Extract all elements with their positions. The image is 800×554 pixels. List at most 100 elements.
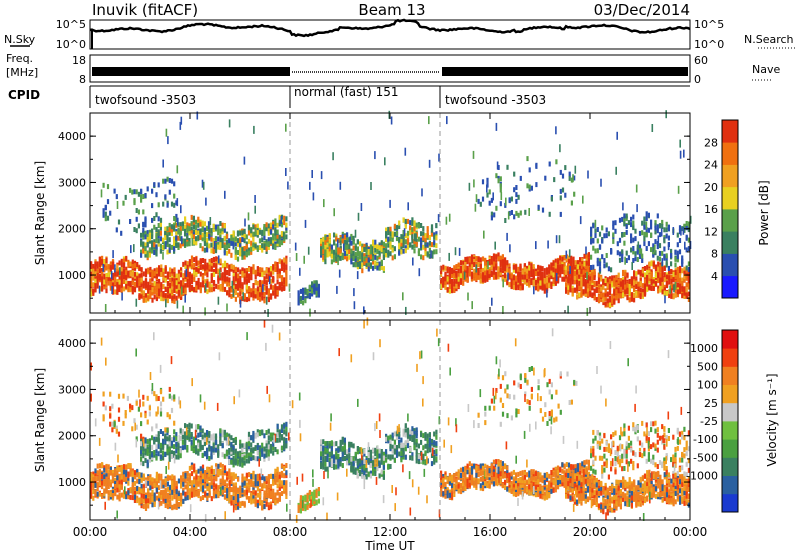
heatmap-cell (140, 472, 143, 478)
heatmap-cell (668, 293, 671, 299)
heatmap-cell (612, 224, 615, 230)
heatmap-cell (486, 177, 489, 183)
heatmap-cell (365, 261, 368, 267)
heatmap-cell (188, 261, 191, 267)
heatmap-cell (559, 264, 562, 270)
heatmap-cell (556, 259, 560, 265)
heatmap-cell (490, 256, 493, 261)
heatmap-cell (221, 276, 224, 282)
heatmap-cell (129, 271, 132, 277)
heatmap-cell (663, 290, 666, 296)
heatmap-cell (633, 277, 636, 283)
heatmap-cell (486, 184, 488, 193)
heatmap-cell (203, 230, 206, 236)
heatmap-cell (136, 262, 139, 267)
heatmap-cell (259, 291, 262, 297)
heatmap-cell (371, 246, 374, 255)
heatmap-cell (424, 243, 427, 249)
heatmap-cell (107, 472, 110, 478)
heatmap-cell (490, 270, 493, 276)
heatmap-cell (597, 298, 601, 304)
heatmap-cell (302, 300, 305, 306)
heatmap-cell (261, 229, 264, 235)
heatmap-cell (90, 261, 93, 267)
heatmap-cell (596, 248, 599, 254)
heatmap-cell (201, 479, 205, 485)
heatmap-cell (324, 259, 327, 265)
heatmap-cell (433, 240, 436, 246)
heatmap-cell (466, 277, 469, 283)
heatmap-cell (528, 270, 531, 276)
heatmap-cell (573, 191, 576, 197)
heatmap-cell (492, 274, 496, 280)
heatmap-cell (109, 281, 112, 287)
heatmap-cell (548, 277, 551, 283)
heatmap-cell (274, 284, 277, 290)
heatmap-cell (559, 188, 562, 194)
heatmap-cell (517, 212, 520, 218)
heatmap-cell (223, 486, 227, 492)
heatmap-cell (356, 256, 359, 262)
heatmap-cell (92, 275, 95, 281)
heatmap-cell (92, 495, 95, 501)
heatmap-cell (135, 298, 138, 307)
heatmap-cell (324, 235, 327, 241)
heatmap-cell (643, 221, 646, 227)
heatmap-cell (550, 266, 553, 272)
heatmap-cell (343, 234, 346, 240)
heatmap-cell (413, 239, 416, 245)
heatmap-cell (144, 249, 147, 255)
heatmap-cell (605, 253, 608, 258)
heatmap-cell (324, 253, 327, 259)
heatmap-cell (217, 241, 220, 247)
colorbar-segment (722, 186, 738, 210)
heatmap-cell (109, 277, 112, 283)
heatmap-cell (173, 241, 176, 246)
heatmap-cell (261, 247, 264, 253)
heatmap-cell (554, 268, 557, 274)
heatmap-cell (223, 267, 227, 273)
heatmap-cell (622, 292, 625, 298)
heatmap-cell (217, 463, 220, 469)
heatmap-cell (488, 189, 491, 195)
colorbar-tick-label: 20 (704, 181, 718, 194)
heatmap-cell (656, 255, 659, 261)
heatmap-cell (228, 271, 231, 277)
heatmap-cell (330, 244, 333, 250)
heatmap-cell (635, 284, 638, 290)
heatmap-cell (201, 258, 205, 263)
heatmap-cell (679, 150, 682, 159)
heatmap-cell (94, 482, 97, 488)
heatmap-cell (543, 273, 546, 278)
heatmap-cell (269, 238, 273, 244)
heatmap-cell (239, 275, 242, 281)
heatmap-cell (96, 463, 99, 469)
heatmap-cell (283, 215, 286, 221)
heatmap-cell (120, 258, 123, 264)
heatmap-cell (406, 239, 410, 245)
heatmap-cell (643, 290, 647, 296)
y-tick-label: 4000 (58, 130, 86, 143)
heatmap-cell (221, 222, 224, 228)
heatmap-cell (164, 293, 167, 299)
heatmap-cell (490, 197, 493, 203)
heatmap-cell (387, 226, 390, 232)
heatmap-cell (159, 225, 162, 231)
heatmap-cell (101, 285, 104, 291)
heatmap-cell (623, 221, 626, 227)
heatmap-cell (615, 282, 618, 288)
heatmap-cell (595, 288, 598, 293)
heatmap-cell (92, 264, 95, 269)
heatmap-cell (90, 271, 93, 277)
heatmap-cell (250, 271, 253, 277)
heatmap-cell (236, 241, 240, 247)
heatmap-cell (160, 271, 163, 277)
heatmap-cell (367, 260, 370, 266)
heatmap-cell (245, 252, 248, 258)
heatmap-cell (195, 230, 198, 235)
heatmap-cell (102, 182, 105, 188)
heatmap-cell (339, 255, 342, 261)
heatmap-cell (215, 463, 218, 469)
heatmap-cell (479, 274, 482, 280)
heatmap-cell (356, 251, 359, 257)
